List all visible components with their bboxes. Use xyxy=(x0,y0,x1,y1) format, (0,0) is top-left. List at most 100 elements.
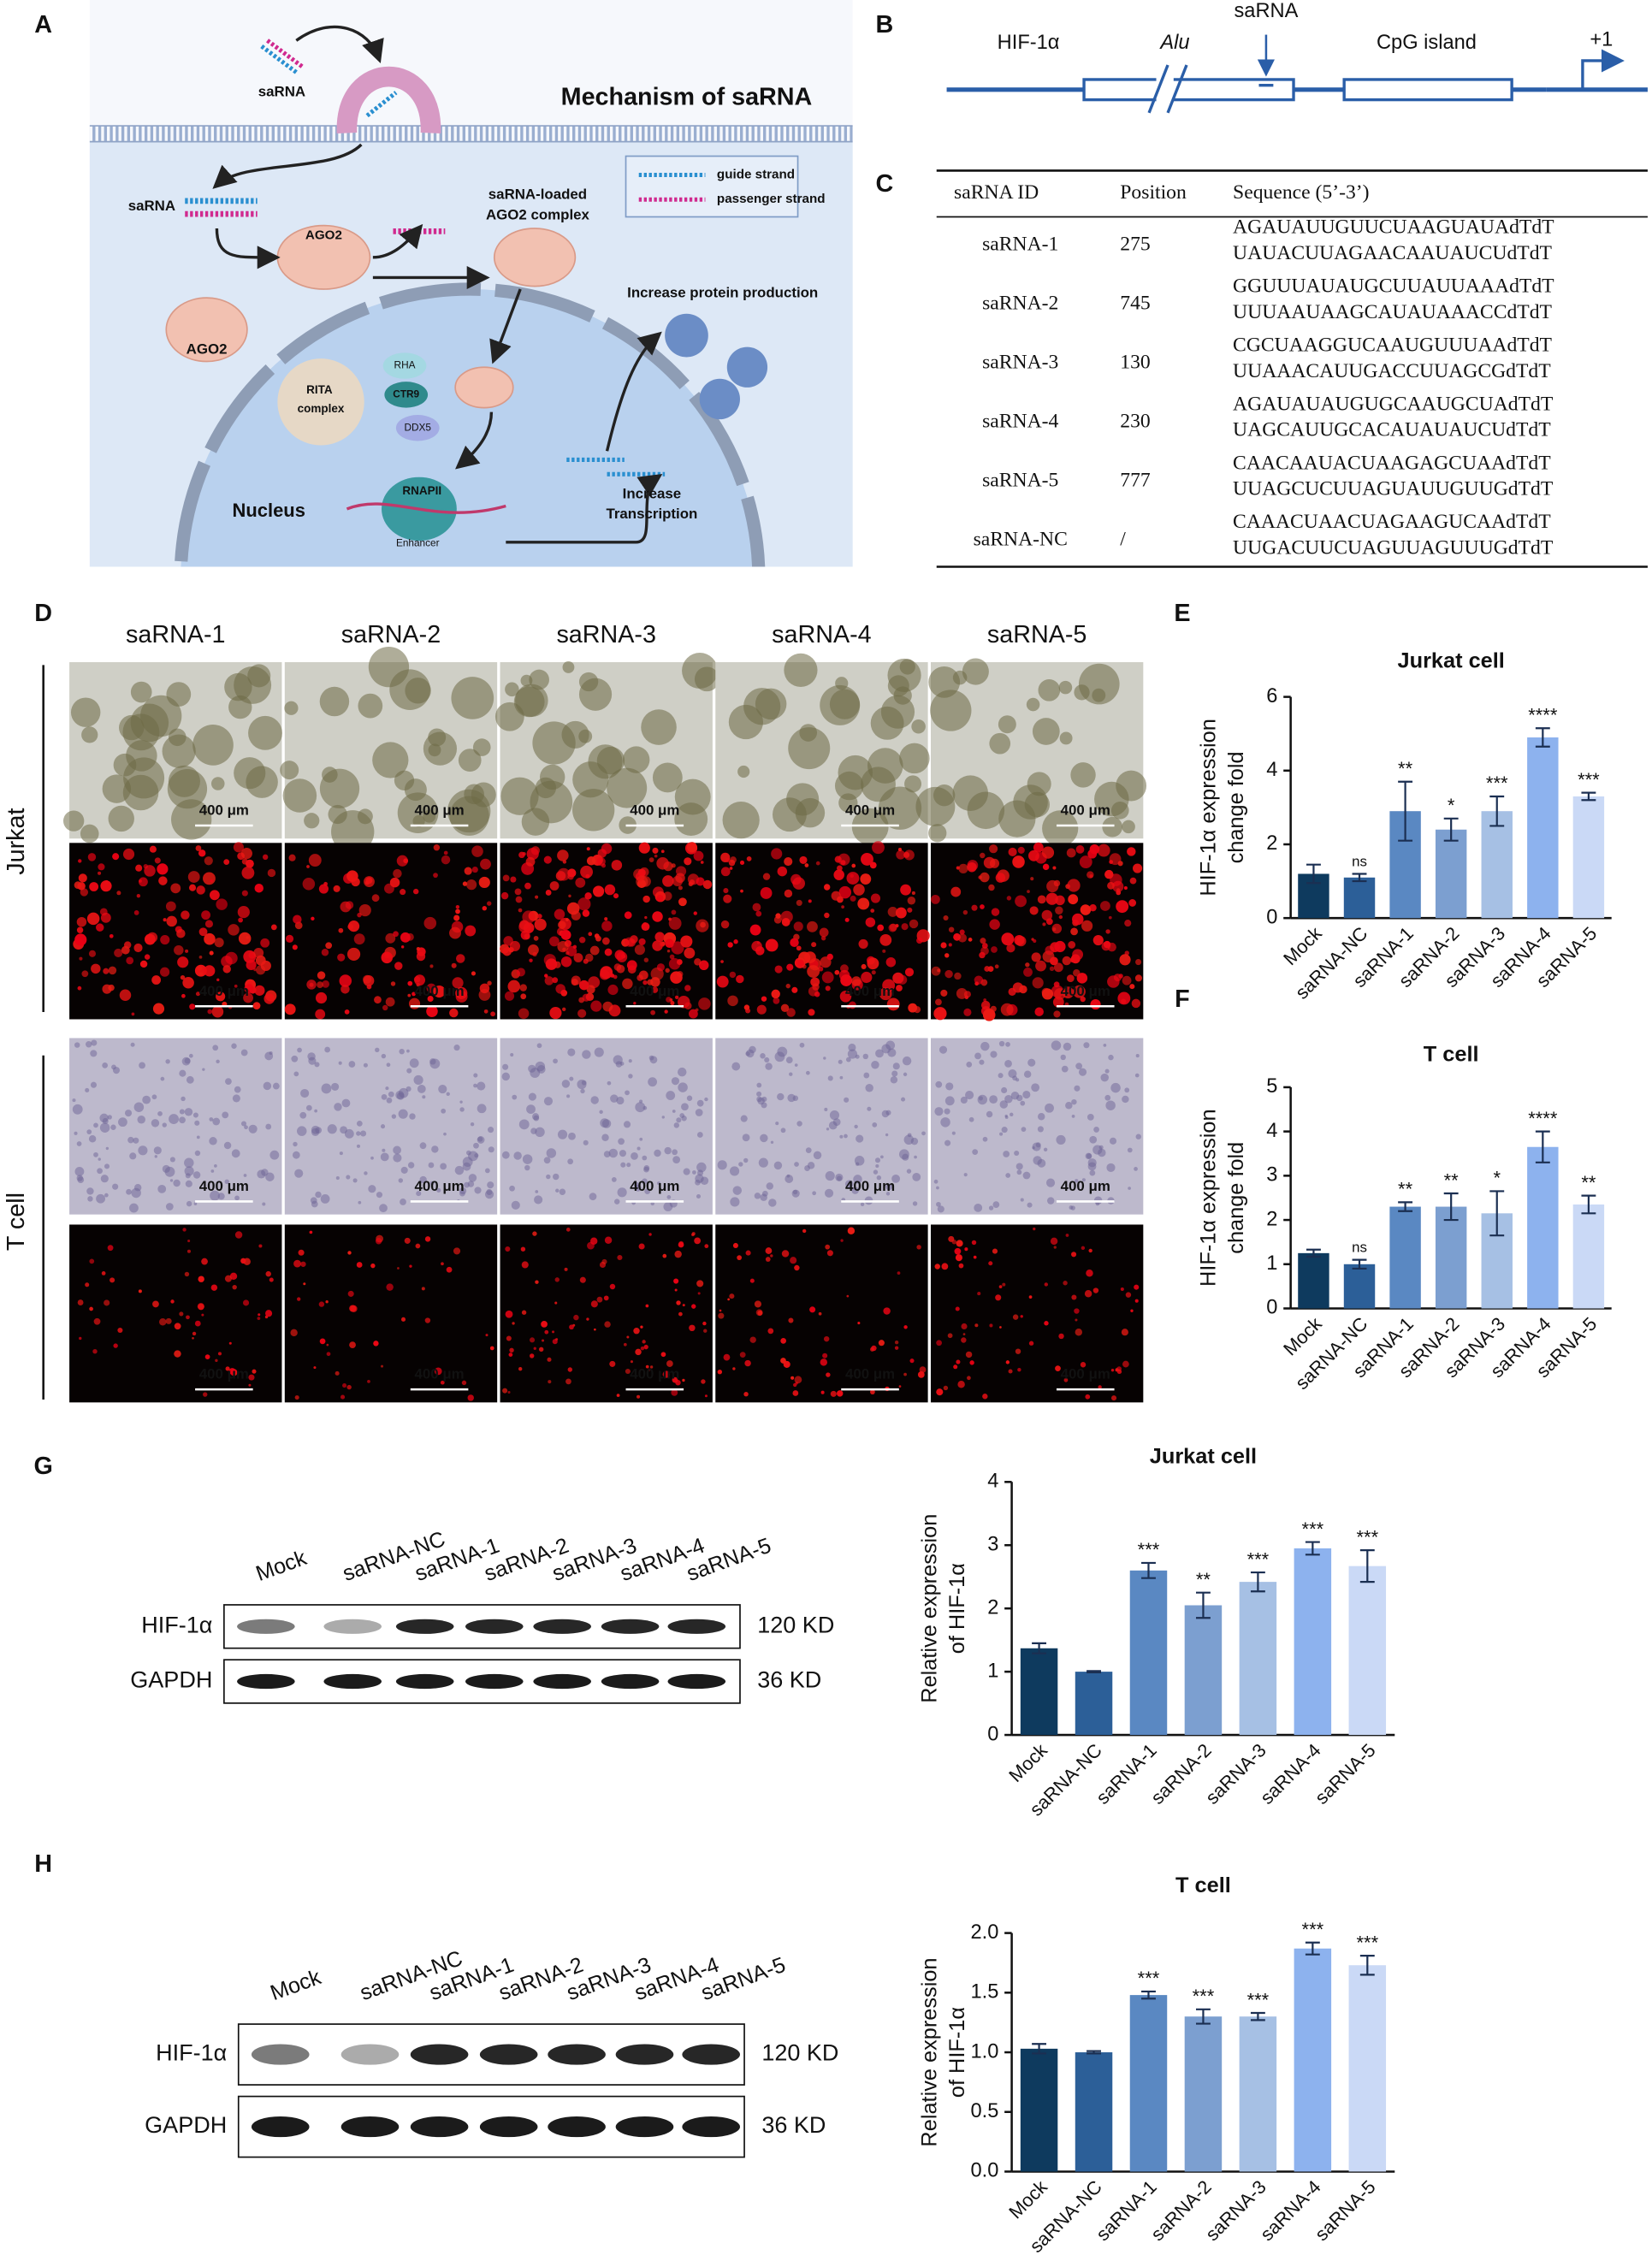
cell xyxy=(704,1097,708,1102)
cell xyxy=(560,930,571,940)
cell xyxy=(569,1324,574,1330)
cell xyxy=(590,1096,599,1104)
cell xyxy=(880,1155,884,1159)
cell xyxy=(81,970,89,978)
micrograph: 400 μm xyxy=(715,841,930,1020)
cell xyxy=(116,891,121,896)
cell xyxy=(944,1108,950,1115)
cell xyxy=(936,1388,944,1396)
ddx5 xyxy=(395,415,440,441)
cell xyxy=(1067,879,1081,892)
cell xyxy=(181,1057,191,1066)
cell xyxy=(578,936,586,944)
cell xyxy=(1033,939,1037,944)
cell xyxy=(568,1132,576,1140)
cell xyxy=(834,969,840,975)
cell xyxy=(241,890,248,897)
cell xyxy=(157,863,169,875)
cell xyxy=(225,951,238,965)
cell xyxy=(416,1191,422,1197)
cell xyxy=(1058,680,1073,695)
cell xyxy=(269,1277,274,1282)
cell xyxy=(428,743,441,757)
cell xyxy=(234,1195,240,1201)
cell xyxy=(940,942,947,949)
cell xyxy=(891,1070,898,1077)
cell xyxy=(530,1128,537,1134)
cell xyxy=(588,744,623,779)
band xyxy=(410,2044,469,2065)
cell xyxy=(696,1132,703,1138)
schematic-label: AGO2 xyxy=(305,228,342,242)
cell xyxy=(1050,956,1058,966)
cell xyxy=(1121,998,1127,1004)
cell xyxy=(982,1394,988,1400)
cell xyxy=(730,1197,740,1207)
cell xyxy=(184,1271,190,1277)
cell xyxy=(93,1317,101,1325)
cell xyxy=(1072,913,1084,926)
cell xyxy=(794,1162,799,1167)
cell xyxy=(102,1062,109,1068)
cell xyxy=(1029,906,1039,915)
cell xyxy=(885,1183,893,1191)
cell xyxy=(896,849,906,860)
cell xyxy=(989,732,1011,755)
cell xyxy=(756,1004,767,1015)
cell xyxy=(222,1111,229,1119)
cell xyxy=(228,1368,236,1375)
cell xyxy=(900,884,912,896)
y-tick-label: 1 xyxy=(1266,1252,1277,1275)
cell xyxy=(474,1187,482,1194)
cell xyxy=(216,991,226,1002)
cell xyxy=(210,879,213,883)
cell xyxy=(672,1156,681,1163)
cell xyxy=(823,1057,826,1060)
cell xyxy=(1042,810,1079,847)
cell xyxy=(376,1192,383,1199)
cell xyxy=(77,1176,85,1183)
cell xyxy=(1063,1281,1068,1286)
band xyxy=(601,1619,660,1634)
cell xyxy=(201,1258,208,1265)
cell xyxy=(648,1368,651,1371)
cell xyxy=(875,1049,884,1058)
cell xyxy=(108,966,117,975)
cell xyxy=(634,944,645,956)
error-bar xyxy=(1581,1194,1596,1215)
cell xyxy=(870,1389,875,1395)
cell xyxy=(957,933,968,943)
panel-letter: C xyxy=(876,170,894,198)
cell xyxy=(689,1324,696,1332)
cell xyxy=(305,1104,312,1111)
cell xyxy=(234,984,238,988)
table-cell: CGCUAAGGUCAAUGUUUAAdTdT xyxy=(1233,334,1552,356)
cell xyxy=(1088,1248,1092,1253)
cell xyxy=(628,1059,632,1063)
cell xyxy=(587,1241,595,1250)
cell xyxy=(567,1048,576,1057)
cell xyxy=(370,1263,376,1269)
cell xyxy=(153,1146,162,1155)
cell xyxy=(732,1186,743,1195)
cell xyxy=(1076,973,1088,984)
cell xyxy=(233,842,245,853)
cell xyxy=(851,808,889,845)
cell xyxy=(237,905,250,919)
y-tick-label: 1.5 xyxy=(971,1981,999,2004)
cell xyxy=(665,938,674,948)
cell xyxy=(988,1261,993,1266)
cell xyxy=(535,895,539,899)
cell xyxy=(459,1190,465,1197)
cell xyxy=(144,933,156,945)
band xyxy=(410,2116,469,2138)
cell xyxy=(386,1283,394,1291)
cell xyxy=(633,1002,637,1005)
cell xyxy=(554,1301,558,1305)
cell xyxy=(917,1371,925,1378)
cell xyxy=(1135,1054,1140,1058)
cell xyxy=(796,899,802,906)
schematic-label: Enhancer xyxy=(396,537,440,549)
micrograph: 400 μm xyxy=(494,653,719,839)
